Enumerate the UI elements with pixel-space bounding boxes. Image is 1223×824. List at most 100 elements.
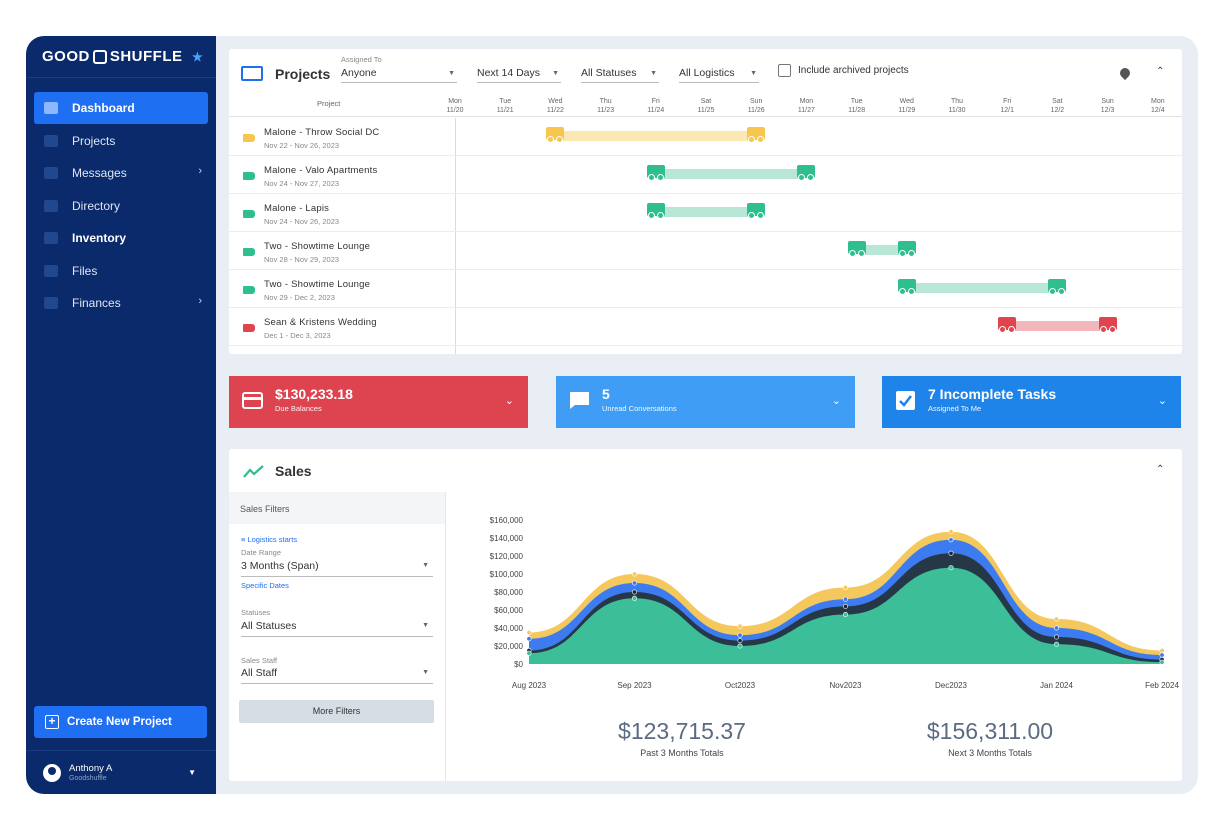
checkbox-icon bbox=[896, 391, 915, 410]
assigned-to-select[interactable]: Anyone ▼ bbox=[341, 67, 457, 83]
sales-staff-select[interactable]: All Staff ▼ bbox=[241, 667, 433, 684]
delivery-truck-icon[interactable] bbox=[998, 317, 1017, 333]
delivery-truck-icon[interactable] bbox=[897, 279, 916, 295]
project-bar[interactable] bbox=[655, 169, 807, 179]
data-point[interactable] bbox=[632, 580, 638, 586]
day-column-header: Thu 11/30 bbox=[937, 97, 977, 115]
project-row[interactable]: Malone - Lapis Nov 24 - Nov 26, 2023 bbox=[229, 194, 1182, 232]
data-point[interactable] bbox=[1159, 652, 1165, 658]
pickup-truck-icon[interactable] bbox=[1098, 317, 1117, 333]
data-point[interactable] bbox=[948, 537, 954, 543]
day-date: 12/1 bbox=[1000, 107, 1014, 114]
day-column-header: Sat 12/2 bbox=[1037, 97, 1077, 115]
create-new-project-button[interactable]: + Create New Project bbox=[34, 706, 207, 738]
include-archived-checkbox[interactable] bbox=[778, 64, 791, 77]
project-row[interactable]: Sean & Kristens Wedding Dec 1 - Dec 3, 20… bbox=[229, 308, 1182, 346]
data-point[interactable] bbox=[632, 595, 638, 601]
data-point[interactable] bbox=[948, 529, 954, 535]
project-name: Sean & Kristens Wedding bbox=[264, 317, 377, 328]
data-point[interactable] bbox=[1159, 648, 1165, 654]
project-row[interactable]: Two - Showtime Lounge Nov 29 - Dec 2, 202… bbox=[229, 270, 1182, 308]
delivery-truck-icon[interactable] bbox=[847, 241, 866, 257]
collapse-icon[interactable]: ⌃ bbox=[1156, 464, 1165, 475]
delivery-truck-icon[interactable] bbox=[646, 203, 665, 219]
project-bar[interactable] bbox=[906, 283, 1058, 293]
next-total-value: $156,311.00 bbox=[926, 718, 1054, 744]
data-point[interactable] bbox=[1159, 659, 1165, 665]
data-point[interactable] bbox=[1053, 625, 1059, 631]
plus-icon: + bbox=[45, 715, 59, 729]
statuses-value: All Statuses bbox=[241, 620, 297, 632]
data-point[interactable] bbox=[632, 589, 638, 595]
data-point[interactable] bbox=[842, 585, 848, 591]
pickup-truck-icon[interactable] bbox=[797, 165, 816, 181]
project-row[interactable]: Malone - Valo Apartments Nov 24 - Nov 27,… bbox=[229, 156, 1182, 194]
day-of-week: Sun bbox=[1101, 98, 1114, 105]
data-point[interactable] bbox=[842, 612, 848, 618]
sidebar-item-finances[interactable]: Finances › bbox=[34, 287, 208, 319]
delivery-truck-icon[interactable] bbox=[646, 165, 665, 181]
sidebar-item-projects[interactable]: Projects bbox=[34, 125, 208, 157]
due-balances-card[interactable]: $130,233.18 Due Balances ⌄ bbox=[229, 376, 528, 428]
data-point[interactable] bbox=[526, 636, 532, 642]
data-point[interactable] bbox=[1053, 641, 1059, 647]
sidebar-item-label: Dashboard bbox=[72, 101, 135, 115]
data-point[interactable] bbox=[1053, 616, 1059, 622]
project-bar[interactable] bbox=[655, 207, 757, 217]
data-point[interactable] bbox=[526, 630, 532, 636]
more-filters-button[interactable]: More Filters bbox=[239, 700, 434, 723]
incomplete-tasks-card[interactable]: 7 Incomplete Tasks Assigned To Me ⌄ bbox=[882, 376, 1181, 428]
data-point[interactable] bbox=[948, 565, 954, 571]
project-row[interactable]: Malone - Throw Social DC Nov 22 - Nov 26,… bbox=[229, 118, 1182, 156]
sidebar-item-dashboard[interactable]: Dashboard bbox=[34, 92, 208, 124]
project-bar[interactable] bbox=[856, 245, 907, 255]
data-point[interactable] bbox=[737, 643, 743, 649]
project-dates: Nov 24 - Nov 27, 2023 bbox=[264, 179, 340, 188]
pickup-truck-icon[interactable] bbox=[747, 203, 766, 219]
day-of-week: Thu bbox=[599, 98, 612, 105]
data-point[interactable] bbox=[737, 623, 743, 629]
day-of-week: Fri bbox=[1003, 98, 1012, 105]
data-point[interactable] bbox=[948, 550, 954, 556]
data-point[interactable] bbox=[1053, 634, 1059, 640]
pin-icon[interactable]: ★ bbox=[192, 50, 204, 64]
data-point[interactable] bbox=[737, 632, 743, 638]
sidebar-item-messages[interactable]: Messages › bbox=[34, 157, 208, 189]
user-menu[interactable]: Anthony A Goodshuffle ▼ bbox=[26, 750, 216, 794]
sidebar-item-files[interactable]: Files bbox=[34, 255, 208, 287]
data-point[interactable] bbox=[737, 638, 743, 644]
logistics-select[interactable]: All Logistics ▼ bbox=[679, 67, 759, 83]
statuses-select[interactable]: All Statuses ▼ bbox=[241, 620, 433, 637]
logo[interactable]: GOOD SHUFFLE ★ bbox=[26, 36, 216, 78]
collapse-icon[interactable]: ⌃ bbox=[1156, 66, 1165, 77]
project-bar[interactable] bbox=[555, 131, 757, 141]
project-bar[interactable] bbox=[1007, 321, 1108, 331]
date-range-select[interactable]: Next 14 Days ▼ bbox=[477, 67, 561, 83]
caret-down-icon: ▼ bbox=[422, 622, 429, 629]
unread-conversations-card[interactable]: 5 Unread Conversations ⌄ bbox=[556, 376, 855, 428]
data-point[interactable] bbox=[526, 650, 532, 656]
status-select[interactable]: All Statuses ▼ bbox=[581, 67, 659, 83]
pickup-truck-icon[interactable] bbox=[747, 127, 766, 143]
file-icon bbox=[44, 264, 58, 277]
next-total-label: Next 3 Months Totals bbox=[948, 748, 1032, 758]
create-button-label: Create New Project bbox=[67, 716, 172, 728]
project-row[interactable]: Two - Showtime Lounge Nov 28 - Nov 29, 20… bbox=[229, 232, 1182, 270]
data-point[interactable] bbox=[842, 596, 848, 602]
delivery-truck-icon[interactable] bbox=[546, 127, 565, 143]
sales-staff-label: Sales Staff bbox=[241, 656, 278, 665]
day-column-header: Sun 12/3 bbox=[1088, 97, 1128, 115]
data-point[interactable] bbox=[842, 603, 848, 609]
sidebar-item-directory[interactable]: Directory bbox=[34, 190, 208, 222]
sidebar-item-inventory[interactable]: Inventory bbox=[34, 222, 208, 254]
specific-dates-link[interactable]: Specific Dates bbox=[241, 581, 289, 590]
date-range-select[interactable]: 3 Months (Span) ▼ bbox=[241, 560, 433, 577]
caret-down-icon[interactable]: ▼ bbox=[188, 768, 196, 777]
logistics-starts-link[interactable]: ≡ Logistics starts bbox=[241, 535, 297, 544]
pickup-truck-icon[interactable] bbox=[1048, 279, 1067, 295]
map-pin-icon[interactable] bbox=[1117, 65, 1133, 81]
logo-text-left: GOOD bbox=[42, 48, 90, 65]
pickup-truck-icon[interactable] bbox=[897, 241, 916, 257]
data-point[interactable] bbox=[632, 571, 638, 577]
avatar bbox=[43, 763, 61, 782]
